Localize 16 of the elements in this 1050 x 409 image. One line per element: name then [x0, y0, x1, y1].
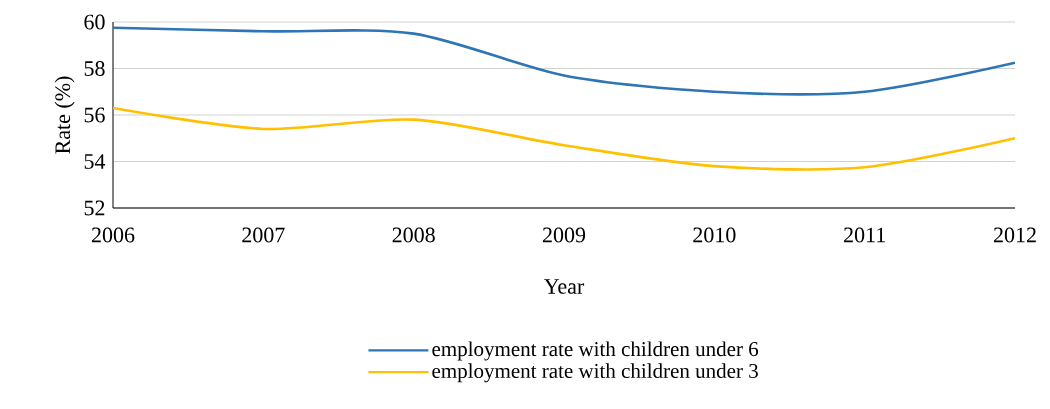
x-tick-label: 2007 — [242, 227, 285, 243]
x-tick-label: 2009 — [542, 227, 586, 243]
x-tick-label: 2012 — [993, 227, 1036, 243]
y-tick-label: 54 — [84, 154, 106, 169]
x-tick-label: 2011 — [844, 227, 885, 243]
x-tick-label: 2006 — [91, 227, 135, 243]
y-tick-label: 56 — [84, 107, 105, 123]
y-tick-label: 60 — [84, 14, 105, 30]
x-axis-title: Year — [543, 279, 585, 294]
y-axis-title: Rate (%) — [54, 76, 75, 154]
legend-label: employment rate with children under 3 — [432, 363, 758, 383]
legend-label: employment rate with children under 6 — [432, 341, 759, 361]
y-tick-label: 52 — [84, 200, 105, 216]
x-tick-label: 2008 — [392, 227, 435, 243]
y-tick-label: 58 — [84, 61, 105, 76]
x-tick-label: 2010 — [693, 227, 736, 243]
